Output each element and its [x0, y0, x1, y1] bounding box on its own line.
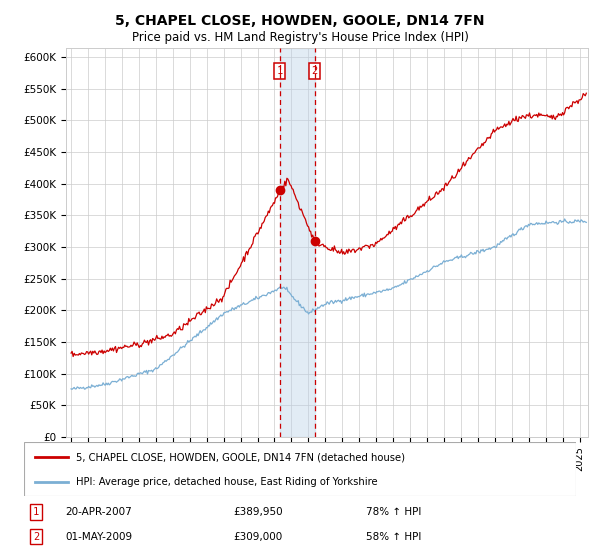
Text: 2: 2 — [311, 66, 318, 76]
Text: £309,000: £309,000 — [234, 531, 283, 542]
Text: 78% ↑ HPI: 78% ↑ HPI — [366, 507, 422, 517]
Text: 20-APR-2007: 20-APR-2007 — [65, 507, 132, 517]
Text: 5, CHAPEL CLOSE, HOWDEN, GOOLE, DN14 7FN: 5, CHAPEL CLOSE, HOWDEN, GOOLE, DN14 7FN — [115, 14, 485, 28]
Text: £389,950: £389,950 — [234, 507, 283, 517]
Text: 5, CHAPEL CLOSE, HOWDEN, GOOLE, DN14 7FN (detached house): 5, CHAPEL CLOSE, HOWDEN, GOOLE, DN14 7FN… — [76, 452, 406, 463]
FancyBboxPatch shape — [24, 442, 576, 496]
Text: 58% ↑ HPI: 58% ↑ HPI — [366, 531, 422, 542]
Text: Price paid vs. HM Land Registry's House Price Index (HPI): Price paid vs. HM Land Registry's House … — [131, 31, 469, 44]
Text: 1: 1 — [33, 507, 39, 517]
Text: 2: 2 — [33, 531, 39, 542]
Text: 1: 1 — [277, 66, 283, 76]
Text: HPI: Average price, detached house, East Riding of Yorkshire: HPI: Average price, detached house, East… — [76, 477, 378, 487]
Bar — [280, 48, 314, 437]
Text: 01-MAY-2009: 01-MAY-2009 — [65, 531, 133, 542]
